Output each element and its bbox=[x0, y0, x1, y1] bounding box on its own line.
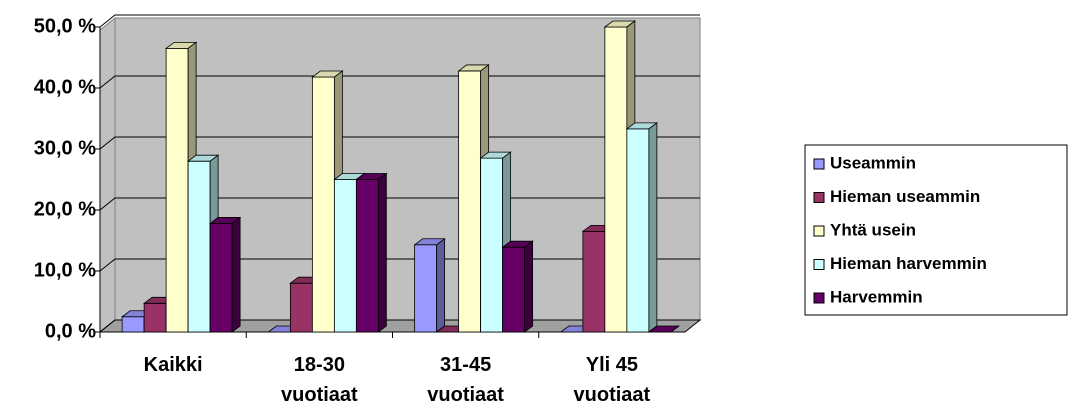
bar-side bbox=[648, 122, 658, 333]
bar-front bbox=[582, 230, 606, 333]
side-wall bbox=[99, 16, 116, 334]
bar bbox=[413, 237, 446, 333]
bar-front bbox=[165, 47, 189, 333]
legend-label: Harvemmin bbox=[830, 287, 923, 306]
y-tick-label: 40,0 % bbox=[34, 76, 96, 98]
bar-front bbox=[355, 179, 379, 333]
bar-front bbox=[480, 157, 504, 333]
legend-swatch bbox=[813, 292, 825, 304]
bar-side bbox=[524, 240, 534, 333]
grid-line bbox=[99, 14, 700, 28]
bar-side bbox=[231, 216, 241, 333]
bar bbox=[501, 240, 534, 333]
bar-side bbox=[377, 172, 387, 333]
x-tick-label: 18-30 vuotiaat bbox=[281, 354, 358, 406]
bar-front bbox=[458, 70, 482, 333]
bar-front bbox=[289, 282, 313, 333]
bar-front bbox=[604, 26, 628, 333]
bar bbox=[355, 172, 388, 333]
y-tick-label: 20,0 % bbox=[34, 198, 96, 220]
bar-front bbox=[209, 223, 233, 333]
y-tick-label: 50,0 % bbox=[34, 15, 96, 37]
grid-line bbox=[99, 75, 700, 89]
bar bbox=[208, 216, 242, 333]
grid-line bbox=[99, 136, 700, 150]
bar-front bbox=[626, 128, 650, 333]
y-tick-label: 30,0 % bbox=[34, 137, 96, 159]
bar-side bbox=[670, 325, 680, 333]
legend-label: Yhtä usein bbox=[830, 220, 916, 239]
bar-front bbox=[502, 246, 526, 333]
bar-front bbox=[187, 160, 211, 333]
bar-front bbox=[143, 302, 167, 333]
x-tick-label: Yli 45 vuotiaat bbox=[573, 354, 651, 406]
bar-front bbox=[121, 316, 145, 333]
bar-front bbox=[414, 244, 438, 333]
legend-swatch bbox=[813, 192, 825, 203]
bar bbox=[625, 122, 659, 333]
bar-front bbox=[333, 179, 357, 333]
legend-swatch bbox=[813, 225, 825, 237]
bar bbox=[647, 325, 681, 333]
legend-swatch bbox=[813, 158, 825, 170]
legend-label: Hieman harvemmin bbox=[830, 254, 987, 273]
bar-side bbox=[436, 237, 446, 333]
y-tick-label: 0,0 % bbox=[45, 320, 96, 342]
x-tick-label: 31-45 vuotiaat bbox=[427, 354, 504, 406]
legend-label: Useammin bbox=[830, 153, 916, 172]
legend-swatch bbox=[813, 259, 825, 270]
x-tick-label: Kaikki bbox=[143, 354, 203, 376]
bar-front bbox=[311, 76, 335, 333]
y-tick-label: 10,0 % bbox=[34, 259, 96, 281]
legend-label: Hieman useammin bbox=[830, 187, 980, 206]
legend-box bbox=[804, 144, 1068, 316]
